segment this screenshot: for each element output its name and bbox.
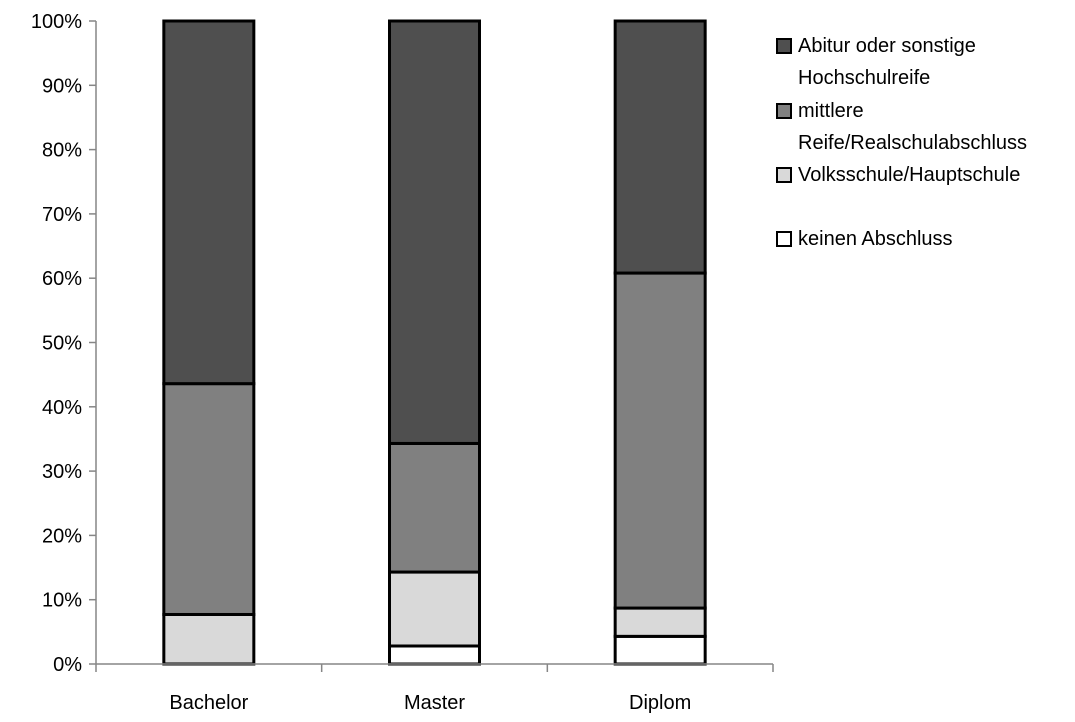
x-category-label-bachelor: Bachelor: [169, 692, 248, 714]
axes-layer: 0% 10% 20% 30% 40% 50% 60% 70% 80% 90% 100% Bachelo…: [31, 11, 774, 714]
y-tick-label: 50%: [42, 333, 82, 355]
legend-label: mittlere: [798, 100, 864, 122]
bar-bachelor-volksschule-hauptschule: [162, 612, 256, 666]
legend-label: Volksschule/Hauptschule: [798, 164, 1020, 186]
y-tick-label: 20%: [42, 525, 82, 547]
y-tick-label: 40%: [42, 397, 82, 419]
bar-master-mittlere-reife-realschulabschluss: [388, 441, 481, 574]
legend-item-volksschule-hauptschule: Volksschule/Hauptschule: [776, 164, 1020, 186]
legend-item-abitur-oder-sonstige-hochschulreife: Abitur oder sonstige Hochschulreife: [776, 35, 976, 89]
y-tick-label: 90%: [42, 75, 82, 97]
bar-diplom-mittlere-reife-realschulabschluss: [613, 271, 707, 610]
legend-swatch: [776, 103, 792, 119]
legend: Abitur oder sonstige Hochschulreife mittle…: [776, 35, 1027, 250]
bar-master-volksschule-hauptschule: [388, 570, 481, 648]
legend-label: Abitur oder sonstige: [798, 35, 976, 57]
y-tick-label: 0%: [53, 654, 82, 676]
bar-diplom-abitur-oder-sonstige-hochschulreife: [613, 19, 707, 275]
y-tick-label: 80%: [42, 140, 82, 162]
bar-bachelor-mittlere-reife-realschulabschluss: [162, 382, 256, 616]
bars-layer: [162, 19, 707, 666]
legend-item-keinen-abschluss: keinen Abschluss: [776, 228, 953, 250]
y-tick-label: 60%: [42, 268, 82, 290]
bar-master-abitur-oder-sonstige-hochschulreife: [388, 19, 481, 445]
bar-diplom-volksschule-hauptschule: [613, 606, 707, 638]
x-category-label-master: Master: [404, 692, 465, 714]
y-tick-label: 70%: [42, 204, 82, 226]
legend-swatch: [776, 231, 792, 247]
legend-label: keinen Abschluss: [798, 228, 953, 250]
legend-item-mittlere-reife-realschulabschluss: mittlere Reife/Realschulabschluss: [776, 100, 1027, 154]
bar-master-keinen-abschluss: [388, 644, 481, 666]
legend-swatch: [776, 38, 792, 54]
legend-swatch: [776, 167, 792, 183]
legend-label: Reife/Realschulabschluss: [798, 132, 1027, 154]
bar-diplom-keinen-abschluss: [613, 634, 707, 666]
x-category-label-diplom: Diplom: [629, 692, 691, 714]
legend-label: Hochschulreife: [798, 67, 930, 89]
bar-bachelor-abitur-oder-sonstige-hochschulreife: [162, 19, 256, 386]
y-tick-label: 100%: [31, 11, 82, 33]
y-tick-label: 10%: [42, 590, 82, 612]
y-tick-label: 30%: [42, 461, 82, 483]
